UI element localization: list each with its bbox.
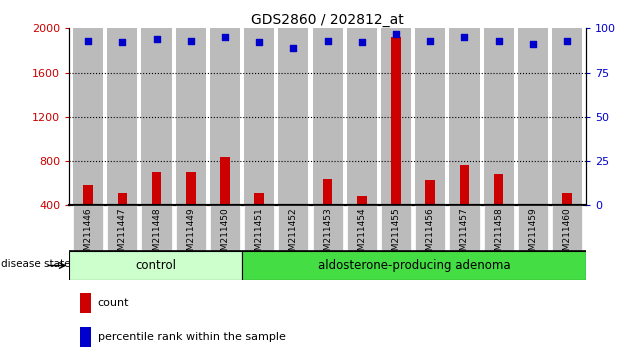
Bar [278,28,309,205]
Bar [518,205,548,251]
Text: GSM211458: GSM211458 [494,207,503,262]
Point [494,38,504,44]
Bar [381,28,411,205]
Bar [357,196,367,205]
Bar [186,172,195,205]
Bar [425,180,435,205]
Point [562,38,572,44]
Text: GSM211448: GSM211448 [152,207,161,262]
Bar [449,28,479,205]
Title: GDS2860 / 202812_at: GDS2860 / 202812_at [251,13,404,27]
Bar [563,193,572,205]
Text: control: control [135,259,176,272]
Bar [220,156,230,205]
Text: GSM211446: GSM211446 [84,207,93,262]
Bar [312,205,343,251]
Bar [107,205,137,251]
Text: GSM211451: GSM211451 [255,207,264,262]
Text: GSM211450: GSM211450 [220,207,229,262]
Point [83,38,93,44]
Bar [278,205,309,251]
Bar [142,28,171,205]
Bar [176,205,206,251]
Bar [73,28,103,205]
Bar [152,172,161,205]
Text: GSM211449: GSM211449 [186,207,195,262]
Bar [449,205,479,251]
Bar [346,205,377,251]
Bar [381,205,411,251]
Bar [484,205,513,251]
Point [117,40,127,45]
Bar [255,193,264,205]
Bar [107,28,137,205]
Text: GSM211453: GSM211453 [323,207,332,262]
Bar [176,28,206,205]
Bar [552,205,582,251]
Point [357,40,367,45]
Bar [528,205,537,206]
Point [186,38,196,44]
Bar [391,37,401,205]
Point [528,41,538,47]
Bar [242,251,586,280]
Bar [415,205,445,251]
Bar [552,28,582,205]
Text: GSM211447: GSM211447 [118,207,127,262]
Bar [244,205,274,251]
Bar [460,166,469,205]
Point [220,34,230,40]
Bar [289,205,298,209]
Bar [323,179,333,205]
Point [151,36,161,42]
Point [459,34,469,40]
Text: disease state: disease state [1,259,71,269]
Bar [494,175,503,205]
Bar [142,205,171,251]
Text: aldosterone-producing adenoma: aldosterone-producing adenoma [318,259,510,272]
Bar [79,293,91,313]
Bar [118,193,127,205]
Text: GSM211460: GSM211460 [563,207,571,262]
Text: GSM211455: GSM211455 [391,207,401,262]
Text: GSM211457: GSM211457 [460,207,469,262]
Bar [210,28,240,205]
Text: GSM211452: GSM211452 [289,207,298,262]
Text: GSM211456: GSM211456 [426,207,435,262]
Bar [518,28,548,205]
Point [323,38,333,44]
Bar [73,205,103,251]
Bar [79,327,91,347]
Bar [484,28,513,205]
Bar [312,28,343,205]
Point [391,31,401,36]
Bar [210,205,240,251]
Bar [244,28,274,205]
Text: GSM211454: GSM211454 [357,207,366,262]
Bar [69,251,242,280]
Point [425,38,435,44]
Text: GSM211459: GSM211459 [529,207,537,262]
Bar [83,185,93,205]
Bar [415,28,445,205]
Bar [346,28,377,205]
Point [254,40,264,45]
Point [289,45,299,51]
Text: percentile rank within the sample: percentile rank within the sample [98,332,285,342]
Text: count: count [98,298,129,308]
